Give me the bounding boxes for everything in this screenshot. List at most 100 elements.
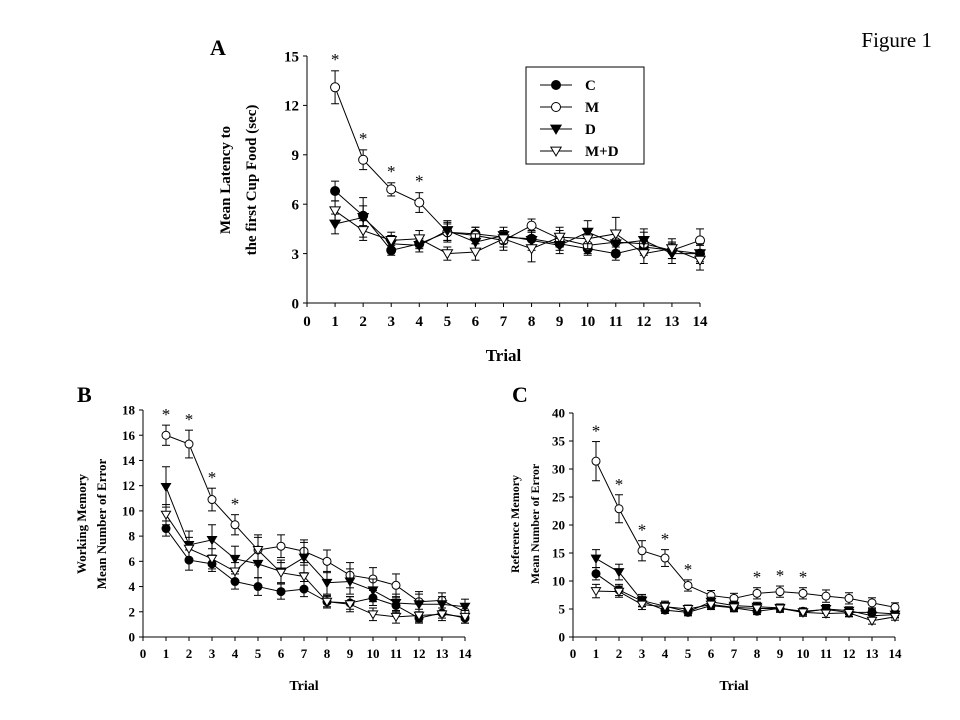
panel-b-data-point-m-plus-d (298, 572, 310, 582)
panel-a-data-point-m-plus-d (525, 244, 538, 255)
panel-c-data-point-m-plus-d (728, 603, 740, 613)
panel-a-significance-marker: * (331, 50, 340, 69)
panel-b-data-point-d (321, 578, 333, 589)
panel-a-data-point-m-plus-d (637, 249, 650, 260)
panel-b-x-tick-label: 14 (459, 646, 473, 661)
panel-a-label: A (210, 35, 226, 60)
panel-b-data-point-c (253, 582, 263, 592)
panel-c-data-point-m (683, 580, 693, 590)
panel-b-y-tick-label: 8 (129, 529, 136, 544)
panel-c-data-point-m (867, 598, 877, 608)
panel-b-y-tick-label: 16 (122, 428, 136, 443)
panel-c-data-point-m-plus-d (889, 612, 901, 623)
panel-b-y-tick-label: 6 (129, 554, 136, 569)
panel-b-x-tick-label: 6 (278, 646, 285, 661)
panel-b-y-axis-label: Working Memory (74, 473, 89, 574)
panel-a-data-point-m-plus-d (469, 247, 482, 258)
panel-b-series-line-d (165, 486, 466, 608)
panel-c-data-point-m-plus-d (659, 602, 671, 613)
panel-c-y-tick-label: 0 (559, 630, 566, 645)
panel-b-x-tick-label: 7 (301, 646, 308, 661)
panel-c-x-tick-label: 3 (639, 646, 646, 661)
panel-a-data-point-m-plus-d (357, 226, 370, 237)
panel-b-x-tick-label: 3 (209, 646, 216, 661)
panel-b-significance-marker: * (162, 405, 171, 424)
panel-b-data-point-m-plus-d (367, 610, 379, 620)
panel-b-x-tick-label: 1 (163, 646, 170, 661)
panel-a-x-tick-label: 10 (580, 314, 595, 330)
panel-b-x-tick-label: 9 (347, 646, 354, 661)
panel-b-series-line-m (165, 434, 466, 613)
legend-marker-d (549, 124, 563, 135)
panel-c-x-tick-label: 13 (866, 646, 880, 661)
panel-a-data-point-m-plus-d (693, 255, 707, 267)
panel-b-x-tick-label: 8 (324, 646, 331, 661)
panel-b-x-tick-label: 12 (413, 646, 426, 661)
panel-b-x-axis-label: Trial (289, 679, 318, 694)
panel-b-y-tick-label: 4 (129, 579, 136, 594)
panel-b-data-point-m (230, 520, 240, 530)
panel-b-data-point-m (276, 541, 286, 551)
panel-c-data-point-m (890, 602, 900, 612)
panel-b-y-tick-label: 18 (122, 403, 136, 418)
panel-a-y-tick-label: 6 (292, 197, 300, 213)
panel-b-x-tick-label: 11 (390, 646, 402, 661)
panel-a-x-tick-label: 1 (331, 314, 339, 330)
panel-a-data-point-m (414, 197, 425, 208)
panel-c-x-tick-label: 1 (593, 646, 600, 661)
panel-c-data-point-m (752, 588, 762, 598)
panel-a-x-tick-label: 2 (359, 314, 367, 330)
panel-a-data-point-m (526, 220, 537, 231)
panel-a-x-tick-label: 13 (664, 314, 679, 330)
panel-a-y-tick-label: 3 (292, 247, 300, 263)
panel-a-y-tick-label: 12 (284, 99, 299, 115)
panel-c-y-tick-label: 20 (552, 518, 565, 533)
panel-a-data-point-m-plus-d (665, 244, 678, 255)
panel-b-data-point-c (161, 524, 171, 534)
panel-b-data-point-m (322, 556, 332, 566)
panel-c-y-tick-label: 30 (552, 462, 565, 477)
panel-c-data-point-d (590, 554, 602, 564)
panel-b-x-tick-label: 5 (255, 646, 262, 661)
panel-c-x-tick-label: 14 (889, 646, 903, 661)
panel-b-data-point-m (207, 495, 217, 505)
panel-a-significance-marker: * (387, 162, 396, 181)
panel-a-data-point-d (329, 219, 342, 230)
panel-b-y-tick-label: 0 (129, 630, 136, 645)
panel-b-y-tick-label: 12 (122, 478, 135, 493)
panel-a-data-point-d (357, 212, 370, 224)
legend-label-d: D (585, 122, 596, 138)
panel-c-y-axis-label: Mean Number of Error (528, 463, 542, 584)
panel-a-data-point-m (330, 82, 341, 93)
panel-a-data-point-c (330, 186, 341, 197)
panel-c-data-point-d (866, 611, 878, 622)
panel-b-x-tick-label: 10 (367, 646, 380, 661)
panel-c-data-point-m (821, 591, 831, 601)
panel-c-y-tick-label: 5 (559, 602, 566, 617)
panel-c-y-tick-label: 35 (552, 434, 566, 449)
panel-c-x-tick-label: 0 (570, 646, 577, 661)
panel-b-data-point-d (298, 553, 310, 563)
panel-c-x-tick-label: 5 (685, 646, 692, 661)
panel-b-label: B (77, 382, 92, 407)
panel-c-data-point-m-plus-d (751, 604, 763, 614)
panel-c-x-tick-label: 11 (820, 646, 832, 661)
panel-c-label: C (512, 382, 528, 407)
panel-c-data-point-c (591, 569, 601, 579)
panel-a-data-point-d (469, 237, 482, 248)
panel-a-significance-marker: * (359, 129, 368, 148)
panel-a-data-point-m-plus-d (385, 236, 398, 247)
panel-b-data-point-m-plus-d (459, 612, 471, 623)
panel-b-data-point-m-plus-d (321, 597, 333, 608)
panel-c-data-point-m-plus-d (636, 600, 648, 610)
panel-a-data-point-m-plus-d (581, 234, 594, 245)
panel-c-x-tick-label: 4 (662, 646, 669, 661)
panel-b-x-tick-label: 4 (232, 646, 239, 661)
panel-c-data-point-m-plus-d (705, 600, 717, 610)
panel-c-significance-marker: * (638, 521, 647, 540)
panel-b-y-axis-label: Mean Number of Error (94, 458, 109, 589)
panel-c-data-point-m (660, 553, 670, 563)
panel-c-data-point-m-plus-d (774, 604, 786, 614)
panel-a-x-tick-label: 12 (636, 314, 651, 330)
